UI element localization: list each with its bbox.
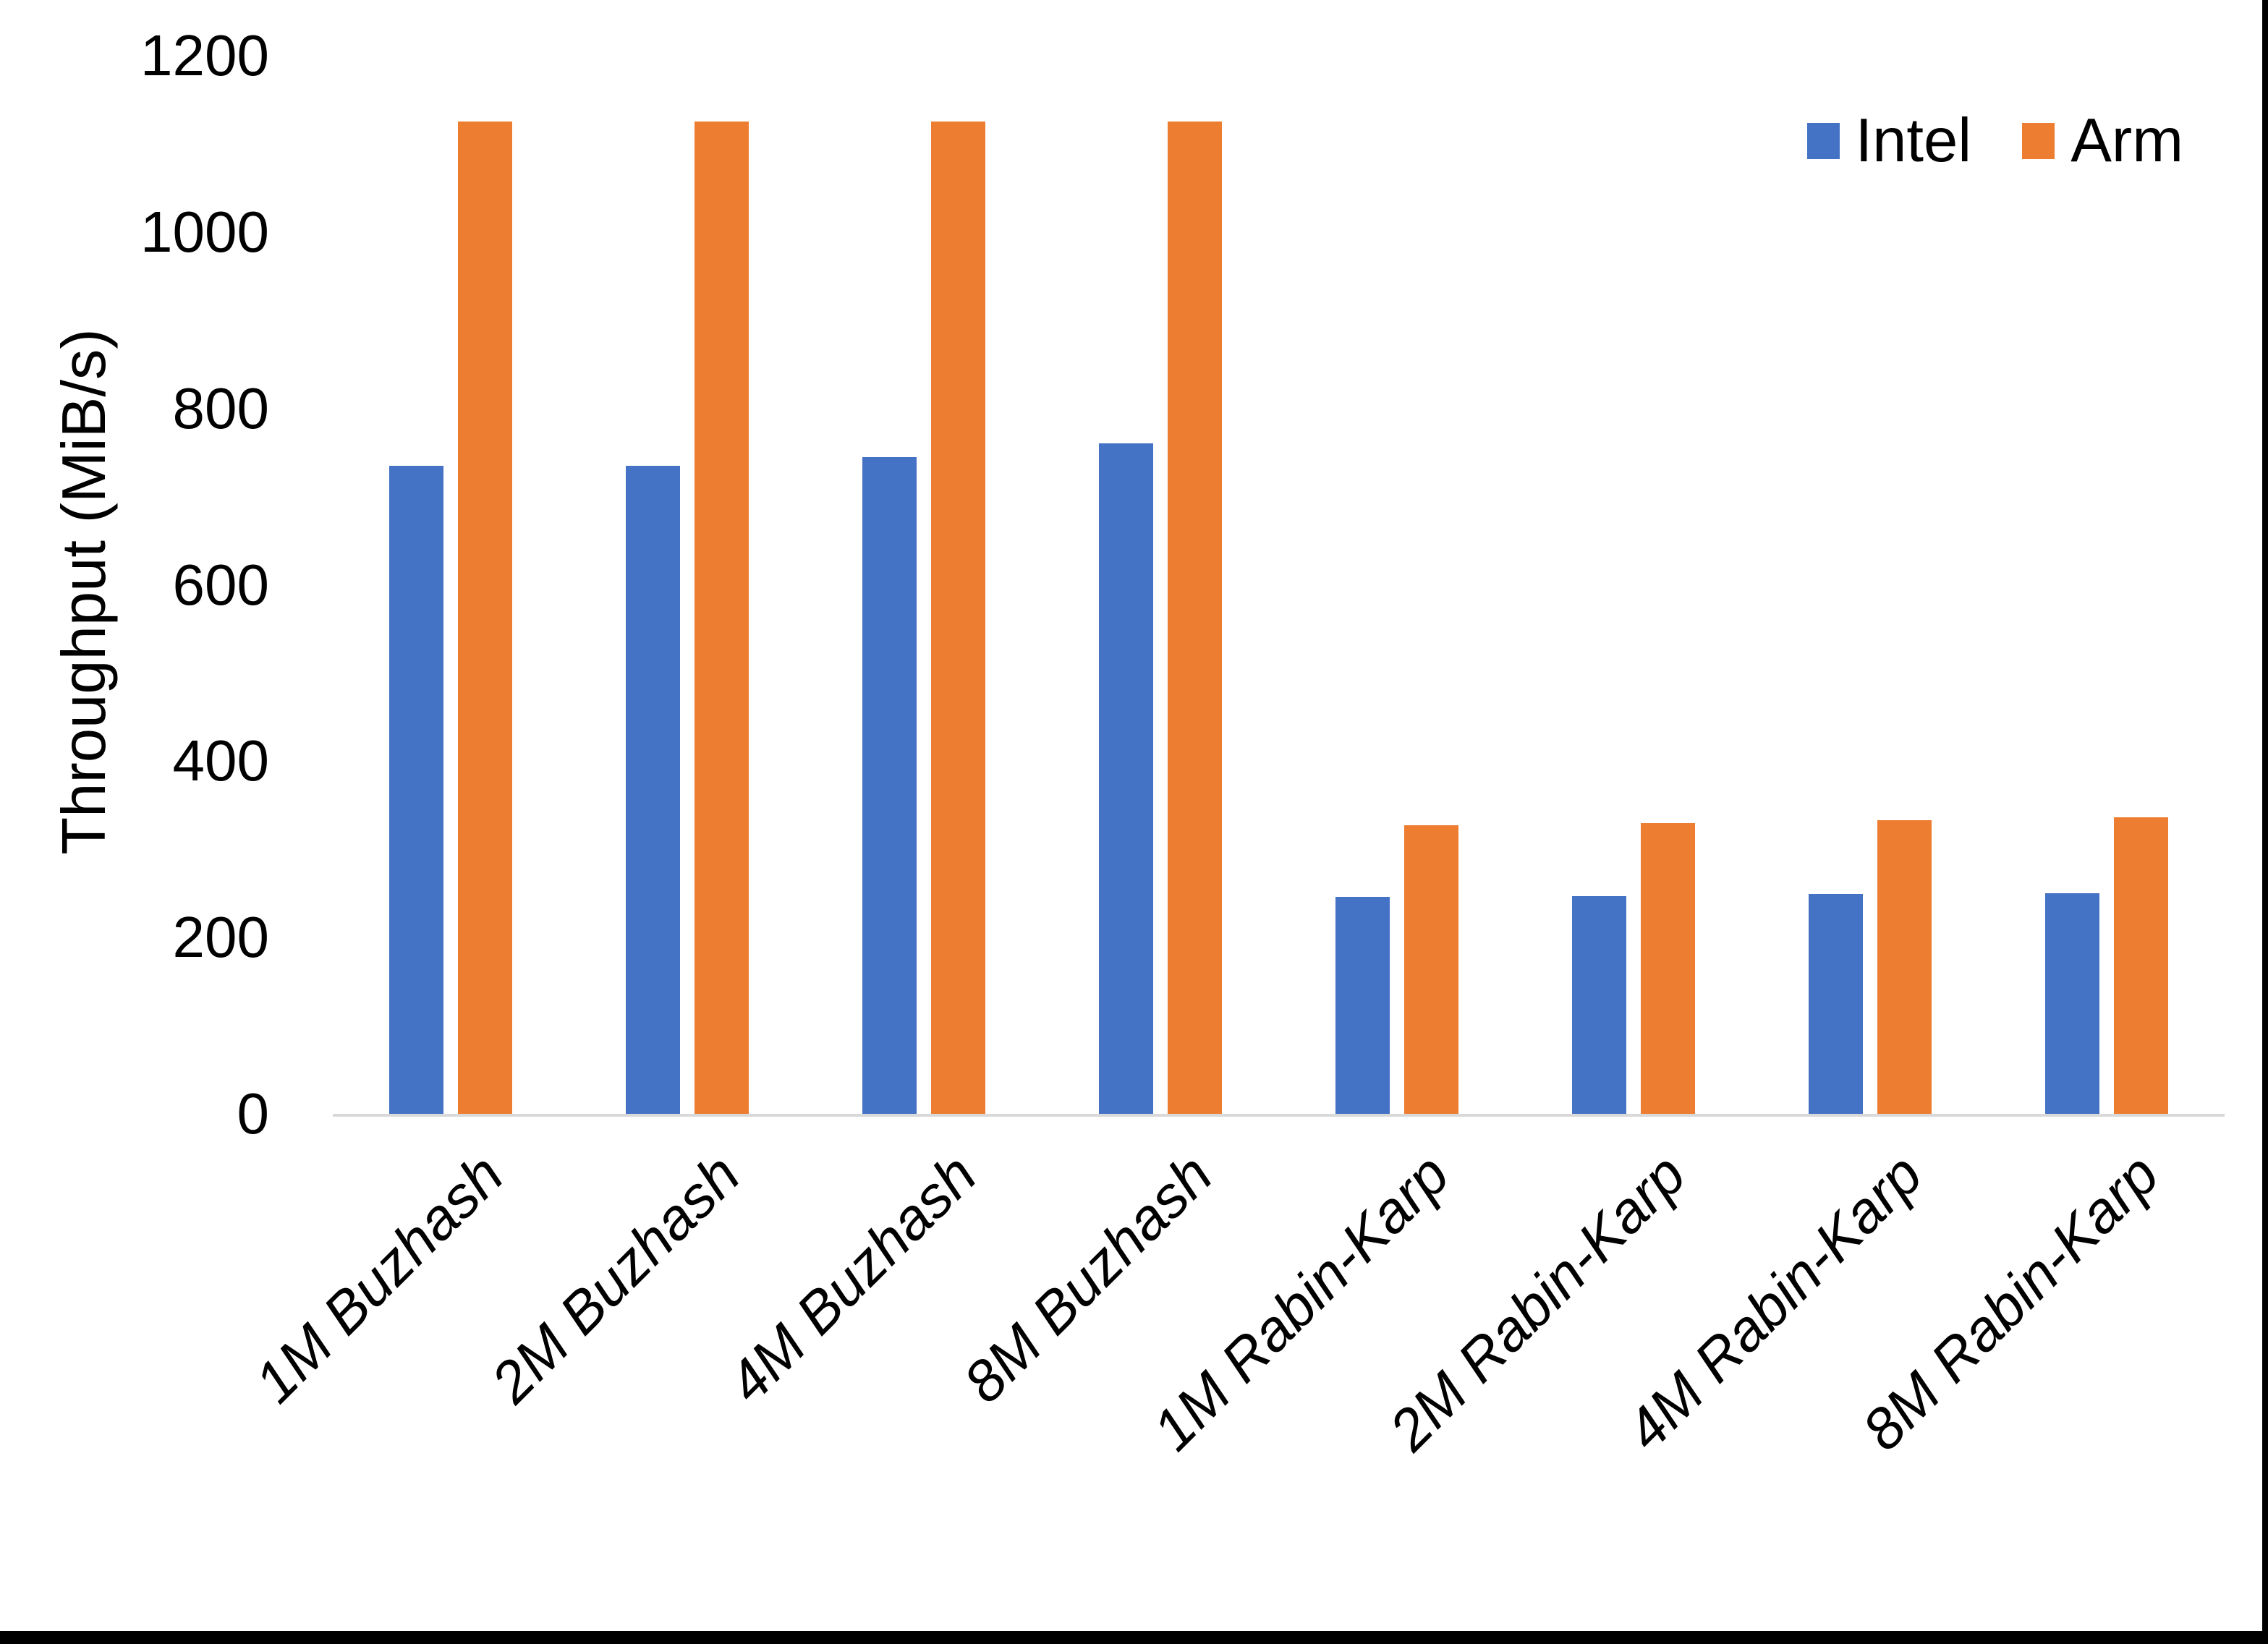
screen-edge-right [2262, 0, 2268, 1644]
screen-edge-bottom [0, 1631, 2268, 1644]
bar-arm-4m-buzhash [931, 122, 986, 1114]
bar-group-1m-rabin-karp [1279, 56, 1516, 1114]
bar-intel-4m-buzhash [862, 456, 917, 1114]
y-axis-title: Throughput (MiB/s) [50, 328, 119, 855]
bar-arm-2m-buzhash [695, 122, 749, 1114]
y-tick-label-0: 0 [237, 1081, 270, 1146]
y-tick-label-200: 200 [172, 905, 269, 970]
bar-intel-1m-rabin-karp [1335, 897, 1390, 1114]
bar-group-1m-buzhash [333, 56, 569, 1114]
plot-area [333, 56, 2225, 1117]
bar-intel-8m-buzhash [1099, 443, 1154, 1114]
legend-swatch-arm [2022, 122, 2055, 159]
legend-label-arm: Arm [2070, 106, 2183, 175]
legend-item-arm: Arm [2022, 110, 2183, 171]
y-tick-label-600: 600 [172, 552, 269, 617]
bar-group-2m-buzhash [569, 56, 806, 1114]
legend-label-intel: Intel [1855, 106, 1972, 175]
bar-group-2m-rabin-karp [1515, 56, 1751, 1114]
bar-group-4m-buzhash [806, 56, 1042, 1114]
bar-group-8m-rabin-karp [1988, 56, 2225, 1114]
bar-arm-1m-rabin-karp [1403, 825, 1458, 1114]
y-tick-label-1200: 1200 [140, 23, 269, 88]
bar-intel-2m-rabin-karp [1571, 895, 1626, 1114]
bar-arm-2m-rabin-karp [1640, 822, 1695, 1114]
bar-intel-1m-buzhash [389, 465, 444, 1114]
bar-group-4m-rabin-karp [1751, 56, 1988, 1114]
bar-arm-1m-buzhash [458, 122, 513, 1114]
bar-arm-8m-buzhash [1168, 122, 1223, 1114]
bar-intel-2m-buzhash [626, 465, 681, 1114]
bar-intel-8m-rabin-karp [2044, 893, 2099, 1114]
bar-group-8m-buzhash [1042, 56, 1279, 1114]
y-tick-label-400: 400 [172, 728, 269, 793]
x-label-1m-buzhash: 1M Buzhash [242, 1141, 516, 1415]
y-tick-label-800: 800 [172, 375, 269, 440]
x-label-2m-buzhash: 2M Buzhash [478, 1141, 752, 1415]
bar-arm-8m-rabin-karp [2113, 817, 2168, 1114]
legend: Intel Arm [1806, 106, 2183, 175]
bar-arm-4m-rabin-karp [1877, 820, 1932, 1114]
bar-intel-4m-rabin-karp [1808, 894, 1863, 1114]
legend-item-intel: Intel [1806, 106, 1972, 175]
legend-swatch-intel [1806, 122, 1840, 159]
y-tick-label-1000: 1000 [140, 199, 269, 264]
x-label-4m-buzhash: 4M Buzhash [715, 1141, 988, 1415]
